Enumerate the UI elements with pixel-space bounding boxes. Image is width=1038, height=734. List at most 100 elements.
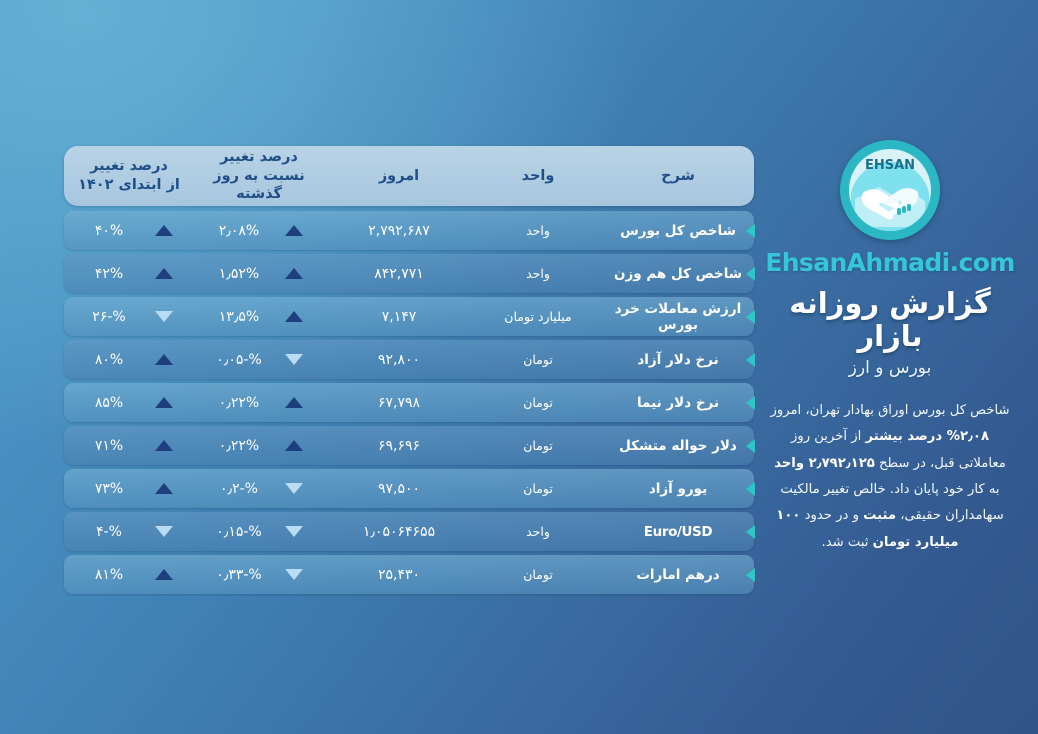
row-daily-change-value: ۰٫۱۵-% bbox=[216, 523, 262, 540]
arrow-up-icon bbox=[155, 440, 173, 451]
row-today-value: ۹۲,۸۰۰ bbox=[377, 351, 421, 368]
row-daily-change: ۰٫۳۳-% bbox=[194, 567, 324, 583]
row-daily-change-value: ۲٫۰۸% bbox=[218, 222, 260, 239]
row-today-value: ۹۷,۵۰۰ bbox=[377, 480, 421, 497]
brand-url: EhsanAhmadi.com bbox=[765, 248, 1015, 277]
column-header-description: شرح bbox=[661, 167, 695, 184]
row-daily-change: ۰٫۲-% bbox=[194, 481, 324, 497]
summary-segment-3: ۲٫۷۹۲٫۱۲۵ واحد bbox=[774, 455, 875, 471]
column-header-ytd-change: درصد تغییر از ابتدای ۱۴۰۲ bbox=[64, 157, 194, 194]
table-row[interactable]: نرخ دلار آزاد تومان ۹۲,۸۰۰ ۰٫۰۵-% ۸۰% bbox=[64, 340, 755, 379]
arrow-up-icon bbox=[155, 397, 173, 408]
summary-segment-7: ۱۰۰ میلیارد تومان bbox=[776, 508, 959, 550]
arrow-up-icon bbox=[155, 225, 173, 236]
logo-wordmark: EHSAN bbox=[865, 158, 915, 173]
column-header-daily-change-line2: نسبت به روز گذشته bbox=[213, 167, 305, 203]
arrow-up-icon bbox=[285, 311, 303, 322]
summary-segment-8: ثبت شد. bbox=[821, 534, 873, 550]
row-description: دلار حواله متشکل bbox=[619, 437, 737, 454]
row-description: ارزش معاملات خرد بورس bbox=[614, 300, 742, 333]
row-today-value: ۲,۷۹۲,۶۸۷ bbox=[368, 222, 430, 239]
arrow-up-icon bbox=[285, 440, 303, 451]
row-daily-change-value: ۰٫۰۵-% bbox=[216, 351, 262, 368]
arrow-up-icon bbox=[155, 268, 173, 279]
row-unit: میلیارد تومان bbox=[504, 309, 572, 324]
arrow-down-icon bbox=[285, 483, 303, 494]
logo-inner-circle: EHSAN bbox=[849, 149, 931, 231]
row-ytd-change: ۸۱% bbox=[64, 567, 194, 583]
table-row[interactable]: Euro/USD واحد ۱٫۰۵۰۶۴۶۵۵ ۰٫۱۵-% ۴-% bbox=[64, 512, 755, 551]
row-today-value: ۱٫۰۵۰۶۴۶۵۵ bbox=[362, 523, 436, 540]
row-ytd-change: ۸۰% bbox=[64, 352, 194, 368]
row-ytd-change-value: ۸۱% bbox=[94, 566, 124, 583]
row-description: درهم امارات bbox=[636, 566, 720, 583]
table-header-row: شرح واحد امروز درصد تغییر نسبت به روز گذ… bbox=[64, 146, 754, 206]
row-daily-change: ۰٫۰۵-% bbox=[194, 352, 324, 368]
row-unit: تومان bbox=[523, 395, 553, 410]
column-header-ytd-change-line1: درصد تغییر bbox=[90, 158, 168, 175]
table-row[interactable]: یورو آزاد تومان ۹۷,۵۰۰ ۰٫۲-% ۷۳% bbox=[64, 469, 755, 508]
row-daily-change-value: ۰٫۲-% bbox=[220, 480, 258, 497]
row-unit: تومان bbox=[523, 438, 553, 453]
arrow-down-icon bbox=[285, 526, 303, 537]
table-row[interactable]: شاخص کل بورس واحد ۲,۷۹۲,۶۸۷ ۲٫۰۸% ۴۰% bbox=[64, 211, 755, 250]
summary-segment-4: به کار خود پایان داد. خالص تغییر مالکیت … bbox=[780, 481, 1004, 524]
row-ytd-change: ۷۳% bbox=[64, 481, 194, 497]
row-daily-change: ۱٫۵۲% bbox=[194, 266, 324, 282]
row-daily-change-value: ۰٫۳۳-% bbox=[216, 566, 262, 583]
row-daily-change-value: ۱٫۵۲% bbox=[218, 265, 260, 282]
row-description: شاخص کل هم وزن bbox=[613, 265, 743, 282]
page-title: گزارش روزانه بازار bbox=[789, 286, 991, 354]
summary-segment-5: مثبت bbox=[863, 508, 897, 524]
row-ytd-change: ۴-% bbox=[64, 524, 194, 540]
table-row[interactable]: ارزش معاملات خرد بورس میلیارد تومان ۷,۱۴۷ ۱… bbox=[64, 297, 755, 336]
row-today-value: ۷,۱۴۷ bbox=[381, 308, 417, 325]
column-header-unit: واحد bbox=[521, 167, 555, 184]
table-row[interactable]: نرخ دلار نیما تومان ۶۷,۷۹۸ ۰٫۲۲% ۸۵% bbox=[64, 383, 755, 422]
row-ytd-change: ۸۵% bbox=[64, 395, 194, 411]
table-row[interactable]: دلار حواله متشکل تومان ۶۹,۶۹۶ ۰٫۲۲% ۷۱% bbox=[64, 426, 755, 465]
row-daily-change: ۰٫۱۵-% bbox=[194, 524, 324, 540]
row-unit: واحد bbox=[526, 223, 550, 238]
brand-panel: EHSAN EhsanAhmadi.com گزارش روزانه بازار… bbox=[764, 140, 1016, 556]
row-marker-icon bbox=[746, 352, 755, 367]
row-ytd-change: ۴۰% bbox=[64, 223, 194, 239]
arrow-up-icon bbox=[285, 397, 303, 408]
column-header-ytd-change-line2: از ابتدای ۱۴۰۲ bbox=[78, 177, 180, 193]
arrow-down-icon bbox=[285, 569, 303, 580]
row-ytd-change-value: ۸۰% bbox=[94, 351, 124, 368]
row-description: نرخ دلار آزاد bbox=[637, 351, 719, 368]
table-body: شاخص کل بورس واحد ۲,۷۹۲,۶۸۷ ۲٫۰۸% ۴۰% شاخص کل… bbox=[64, 211, 755, 594]
column-header-daily-change-line1: درصد تغییر bbox=[220, 149, 298, 166]
row-marker-icon bbox=[746, 481, 755, 496]
row-ytd-change-value: ۲۶-% bbox=[92, 308, 126, 325]
arrow-up-icon bbox=[155, 483, 173, 494]
row-daily-change: ۰٫۲۲% bbox=[194, 395, 324, 411]
row-ytd-change-value: ۴۲% bbox=[94, 265, 124, 282]
row-unit: تومان bbox=[523, 567, 553, 582]
row-marker-icon bbox=[746, 309, 755, 324]
row-daily-change-value: ۱۳٫۵% bbox=[218, 308, 260, 325]
row-today-value: ۲۵,۴۳۰ bbox=[377, 566, 421, 583]
table-row[interactable]: شاخص کل هم وزن واحد ۸۴۲,۷۷۱ ۱٫۵۲% ۴۲% bbox=[64, 254, 755, 293]
row-ytd-change: ۷۱% bbox=[64, 438, 194, 454]
row-description: Euro/USD bbox=[643, 523, 713, 540]
row-daily-change: ۱۳٫۵% bbox=[194, 309, 324, 325]
arrow-down-icon bbox=[155, 526, 173, 537]
row-marker-icon bbox=[746, 266, 755, 281]
handshake-icon: EHSAN bbox=[851, 158, 929, 231]
arrow-down-icon bbox=[155, 311, 173, 322]
row-daily-change-value: ۰٫۲۲% bbox=[218, 437, 260, 454]
row-ytd-change: ۲۶-% bbox=[64, 309, 194, 325]
row-marker-icon bbox=[746, 524, 755, 539]
page-subtitle: بورس و ارز bbox=[848, 357, 932, 378]
summary-segment-0: شاخص کل بورس اوراق بهادار تهران، امروز bbox=[770, 402, 1010, 418]
row-ytd-change-value: ۴-% bbox=[96, 523, 122, 540]
arrow-up-icon bbox=[285, 268, 303, 279]
arrow-up-icon bbox=[285, 225, 303, 236]
table-row[interactable]: درهم امارات تومان ۲۵,۴۳۰ ۰٫۳۳-% ۸۱% bbox=[64, 555, 755, 594]
row-unit: تومان bbox=[523, 481, 553, 496]
arrow-up-icon bbox=[155, 569, 173, 580]
row-marker-icon bbox=[746, 438, 755, 453]
